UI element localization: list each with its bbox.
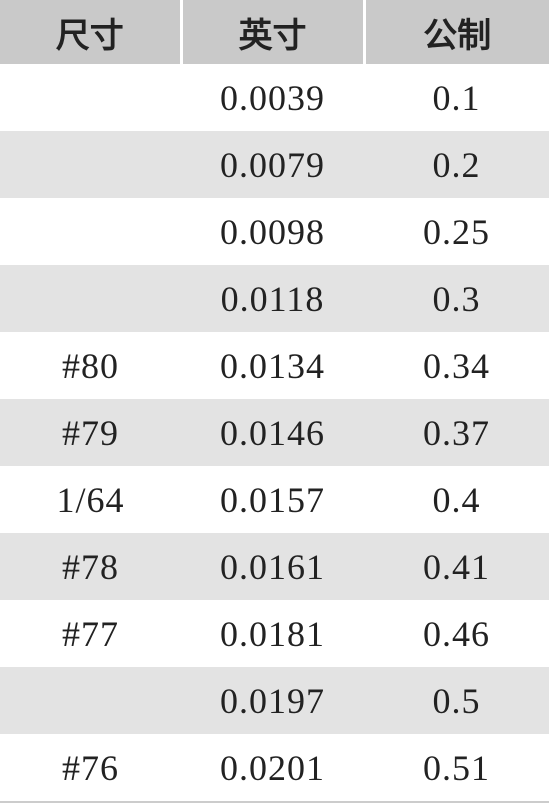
table-row: 0.0098 0.25 xyxy=(0,198,549,265)
table-cell xyxy=(0,265,181,332)
table-cell: 0.0134 xyxy=(220,345,325,386)
table-row: #78 0.0161 0.41 xyxy=(0,533,549,600)
table-cell xyxy=(0,131,181,198)
table-cell: 0.0181 xyxy=(220,613,325,654)
table-row: #79 0.0146 0.37 xyxy=(0,399,549,466)
table-cell: 0.2 xyxy=(364,131,549,198)
table-cell: 0.0161 xyxy=(181,533,364,600)
table-row: 0.0039 0.1 xyxy=(0,64,549,131)
header-cell: 英寸 xyxy=(179,0,364,64)
table-row: 0.0118 0.3 xyxy=(0,265,549,332)
table-cell: #80 xyxy=(62,345,119,386)
table-cell: 0.0039 xyxy=(220,77,325,118)
table-cell: 0.1 xyxy=(432,77,481,118)
table-body: 0.0039 0.1 0.0079 0.2 0.0098 0.25 0.0118 0.3 #80… xyxy=(0,64,549,803)
table-cell: 0.46 xyxy=(423,613,490,654)
header-cell: 尺寸 xyxy=(0,0,181,64)
table-cell: 0.51 xyxy=(364,734,549,803)
header-cell: 公制 xyxy=(362,0,549,64)
table-cell: 0.0098 xyxy=(220,211,325,252)
table-cell: 0.0201 xyxy=(181,734,364,803)
table-cell: 0.4 xyxy=(432,479,481,520)
table-cell: 1/64 xyxy=(56,479,125,520)
table-row: 1/64 0.0157 0.4 xyxy=(0,466,549,533)
table-row: #76 0.0201 0.51 xyxy=(0,734,549,803)
table-row: 0.0079 0.2 xyxy=(0,131,549,198)
table-cell: 0.0197 xyxy=(181,667,364,734)
table-cell: 0.34 xyxy=(423,345,490,386)
table-cell xyxy=(0,64,181,131)
table-row: #77 0.0181 0.46 xyxy=(0,600,549,667)
table-cell: #76 xyxy=(0,734,181,803)
table-cell: 0.41 xyxy=(364,533,549,600)
table-cell: #78 xyxy=(0,533,181,600)
table-cell: 0.0079 xyxy=(181,131,364,198)
table-row: 0.0197 0.5 xyxy=(0,667,549,734)
table-cell: #79 xyxy=(0,399,181,466)
table-cell: 0.37 xyxy=(364,399,549,466)
table-cell: 0.0157 xyxy=(220,479,325,520)
table-cell: 0.3 xyxy=(364,265,549,332)
header-row: 尺寸 英寸 公制 xyxy=(0,0,549,64)
table-cell xyxy=(0,667,181,734)
table-cell: #77 xyxy=(62,613,119,654)
table-cell xyxy=(0,198,181,265)
table-row: #80 0.0134 0.34 xyxy=(0,332,549,399)
table-header: 尺寸 英寸 公制 xyxy=(0,0,549,64)
table-cell: 0.0118 xyxy=(181,265,364,332)
table-cell: 0.5 xyxy=(364,667,549,734)
table-cell: 0.25 xyxy=(423,211,490,252)
table-cell: 0.0146 xyxy=(181,399,364,466)
